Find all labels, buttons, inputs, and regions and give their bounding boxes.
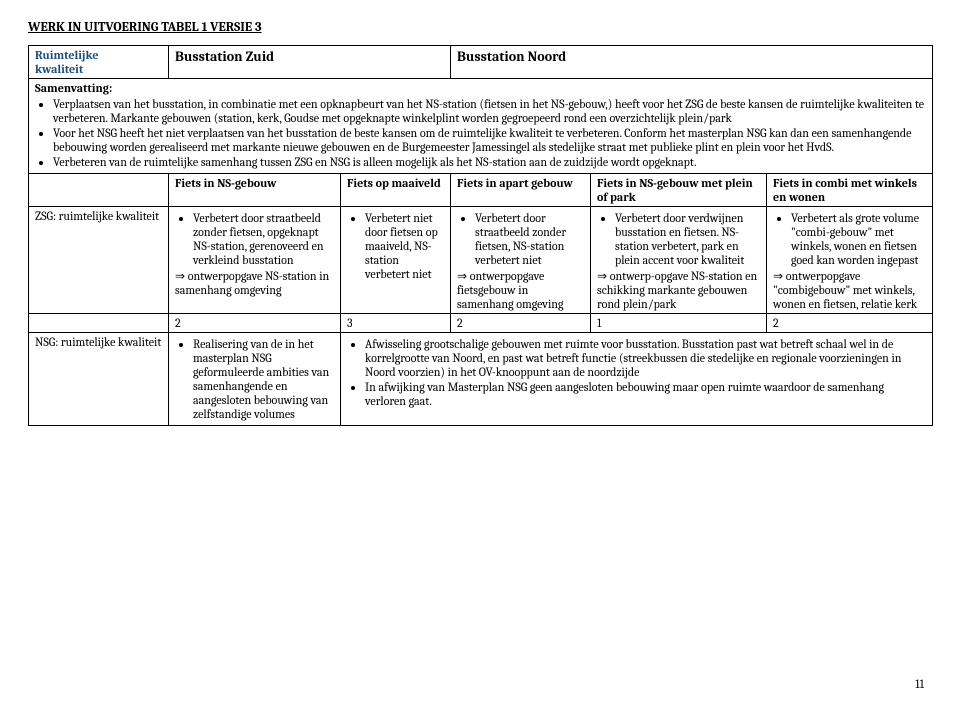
zsg-c4-bullet: Verbetert door straatbeeld zonder fietse… <box>475 211 584 267</box>
samen-bullet: Verplaatsen van het busstation, in combi… <box>53 97 926 125</box>
samenvatting-label: Samenvatting: <box>35 81 926 95</box>
zsg-row: ZSG: ruimtelijke kwaliteit Verbetert doo… <box>29 207 933 314</box>
samenvatting-row: Samenvatting: Verplaatsen van het bussta… <box>29 79 933 174</box>
title-col1: Ruimtelijke kwaliteit <box>29 46 169 79</box>
zsg-c2-arrow: ontwerpopgave NS-station in samenhang om… <box>175 269 334 297</box>
subhead-c5: Fiets in NS-gebouw met plein of park <box>591 174 767 207</box>
zsg-c6-bullet: Verbetert als grote volume "combi-gebouw… <box>791 211 926 267</box>
zsg-c6-arrow: ontwerpopgave "combigebouw" met winkels,… <box>773 269 926 311</box>
nsg-c2: Realisering van de in het masterplan NSG… <box>169 333 341 426</box>
zsg-c5-arrow: ontwerp-opgave NS-station en schikking m… <box>597 269 760 311</box>
score-c3: 3 <box>341 314 451 333</box>
zsg-c4-arrow-text: ontwerpopgave fietsgebouw in samenhang o… <box>457 269 563 311</box>
nsg-merged-b1: Afwisseling grootschalige gebouwen met r… <box>365 337 926 379</box>
nsg-row: NSG: ruimtelijke kwaliteit Realisering v… <box>29 333 933 426</box>
title-col2: Busstation Zuid <box>169 46 451 79</box>
title-line1: Ruimtelijke <box>35 48 99 62</box>
score-c2: 2 <box>169 314 341 333</box>
subhead-c3: Fiets op maaiveld <box>341 174 451 207</box>
subhead-c2: Fiets in NS-gebouw <box>169 174 341 207</box>
samen-bullet: Verbeteren van de ruimtelijke samenhang … <box>53 155 926 169</box>
score-c6: 2 <box>767 314 933 333</box>
samen-bullet: Voor het NSG heeft het niet verplaatsen … <box>53 126 926 154</box>
nsg-merged: Afwisseling grootschalige gebouwen met r… <box>341 333 933 426</box>
zsg-c2-arrow-text: ontwerpopgave NS-station in samenhang om… <box>175 269 329 297</box>
zsg-c5-bullet: Verbetert door verdwijnen busstation en … <box>615 211 760 267</box>
zsg-c2: Verbetert door straatbeeld zonder fietse… <box>169 207 341 314</box>
samenvatting-cell: Samenvatting: Verplaatsen van het bussta… <box>29 79 933 174</box>
subheader-row: Fiets in NS-gebouw Fiets op maaiveld Fie… <box>29 174 933 207</box>
main-table: Ruimtelijke kwaliteit Busstation Zuid Bu… <box>28 45 933 426</box>
nsg-merged-b2: In afwijking van Masterplan NSG geen aan… <box>365 380 926 408</box>
zsg-c3-bullet: Verbetert niet door fietsen op maaiveld,… <box>365 211 444 281</box>
page-header: WERK IN UITVOERING TABEL 1 VERSIE 3 <box>28 20 932 35</box>
zsg-c6: Verbetert als grote volume "combi-gebouw… <box>767 207 933 314</box>
score-c4: 2 <box>451 314 591 333</box>
zsg-c2-bullet: Verbetert door straatbeeld zonder fietse… <box>193 211 334 267</box>
zsg-c5-arrow-text: ontwerp-opgave NS-station en schikking m… <box>597 269 757 311</box>
zsg-c5: Verbetert door verdwijnen busstation en … <box>591 207 767 314</box>
zsg-c3: Verbetert niet door fietsen op maaiveld,… <box>341 207 451 314</box>
subhead-c6: Fiets in combi met winkels en wonen <box>767 174 933 207</box>
zsg-label: ZSG: ruimtelijke kwaliteit <box>29 207 169 314</box>
subhead-c4: Fiets in apart gebouw <box>451 174 591 207</box>
zsg-c4: Verbetert door straatbeeld zonder fietse… <box>451 207 591 314</box>
page-number: 11 <box>915 677 924 691</box>
score-row: 2 3 2 1 2 <box>29 314 933 333</box>
samenvatting-list: Verplaatsen van het busstation, in combi… <box>53 97 926 169</box>
nsg-c2-bullet: Realisering van de in het masterplan NSG… <box>193 337 334 421</box>
subhead-c1 <box>29 174 169 207</box>
title-line2: kwaliteit <box>35 62 83 76</box>
zsg-c4-arrow: ontwerpopgave fietsgebouw in samenhang o… <box>457 269 584 311</box>
nsg-label: NSG: ruimtelijke kwaliteit <box>29 333 169 426</box>
title-col3: Busstation Noord <box>451 46 933 79</box>
title-row: Ruimtelijke kwaliteit Busstation Zuid Bu… <box>29 46 933 79</box>
zsg-c6-arrow-text: ontwerpopgave "combigebouw" met winkels,… <box>773 269 917 311</box>
score-c5: 1 <box>591 314 767 333</box>
score-c1 <box>29 314 169 333</box>
